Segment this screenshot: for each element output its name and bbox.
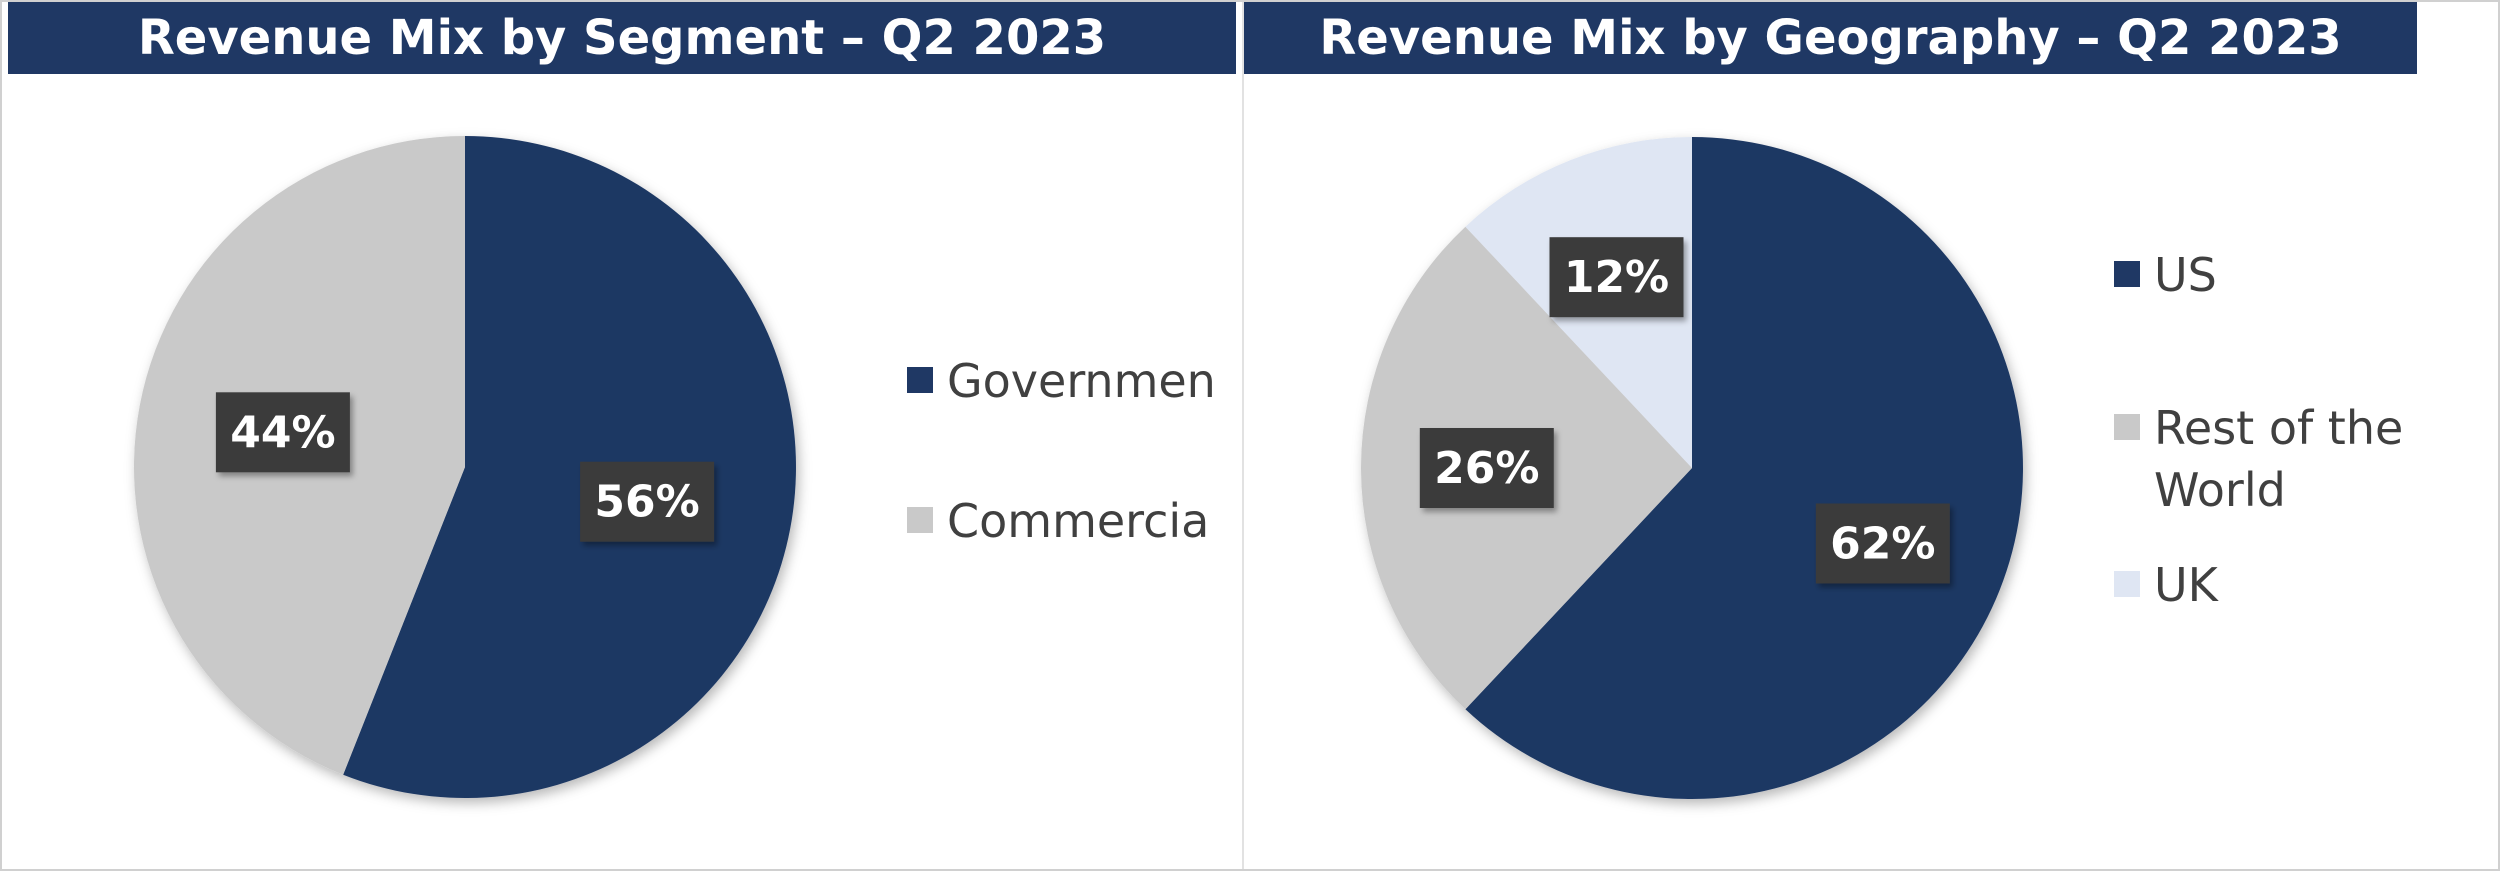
svg-text:56%: 56% (594, 477, 699, 528)
geography-chart-title: Revenue Mix by Geography – Q2 2023 (1244, 2, 2417, 74)
pie-slice-government (343, 136, 796, 798)
data-labels: 62% 26% 12% (1419, 237, 1950, 584)
legend-label: Rest of the World (2154, 401, 2403, 517)
data-label-rest-of-the-world: 26% (1419, 428, 1554, 508)
legend-item-us: US (2114, 248, 2217, 302)
legend-item-uk: UK (2114, 558, 2220, 612)
svg-text:44%: 44% (230, 407, 335, 458)
legend: Governmen Commercia (907, 354, 1216, 548)
legend-swatch (2114, 414, 2140, 440)
pie-slice-us (1465, 137, 2023, 799)
segment-chart-panel: Revenue Mix by Segment – Q2 2023 56% 44% G… (2, 2, 1244, 869)
legend-swatch (907, 507, 933, 533)
legend-item-government: Governmen (907, 354, 1216, 408)
legend-label: Governmen (947, 354, 1216, 408)
legend-label: US (2154, 248, 2217, 302)
svg-text:26%: 26% (1434, 443, 1539, 494)
segment-chart-title: Revenue Mix by Segment – Q2 2023 (8, 2, 1236, 74)
legend-swatch (2114, 261, 2140, 287)
legend-label: UK (2154, 558, 2220, 612)
geography-chart-panel: Revenue Mix by Geography – Q2 2023 62% 26… (1244, 2, 2498, 869)
data-label-uk: 12% (1549, 237, 1684, 318)
legend-label: Commercia (947, 494, 1209, 548)
data-label-government: 56% (580, 461, 715, 542)
svg-text:62%: 62% (1830, 519, 1935, 570)
data-labels: 56% 44% (215, 392, 715, 542)
geography-pie-chart: 62% 26% 12% US Rest of the World UK (1360, 137, 2403, 799)
legend-swatch (2114, 571, 2140, 597)
segment-pie-chart: 56% 44% Governmen Commercia (133, 136, 1216, 798)
data-label-commercial: 44% (215, 392, 350, 473)
legend-swatch (907, 367, 933, 393)
legend: US Rest of the World UK (2114, 248, 2403, 612)
data-label-us: 62% (1815, 503, 1950, 584)
legend-item-commercial: Commercia (907, 494, 1209, 548)
svg-text:12%: 12% (1564, 252, 1669, 303)
legend-item-rest-of-the-world: Rest of the World (2114, 401, 2403, 517)
